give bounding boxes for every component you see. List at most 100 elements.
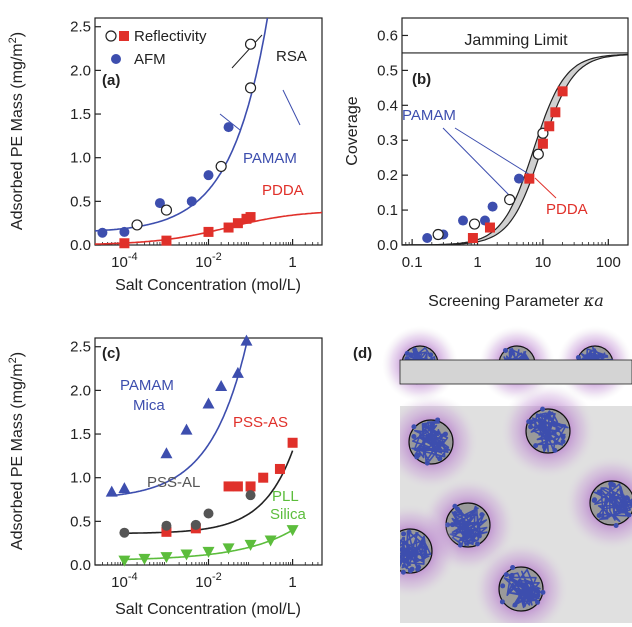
data-point	[487, 201, 498, 212]
polymer-bead	[503, 347, 509, 353]
data-point	[258, 472, 269, 483]
theory-curve-upper	[402, 53, 628, 245]
polymer-bead	[596, 489, 602, 495]
y-tick-label: 0.3	[377, 132, 398, 149]
y-axis-label-a: Adsorbed PE Mass (mg/m2)	[7, 32, 26, 230]
data-point	[202, 397, 215, 409]
data-point	[524, 173, 535, 184]
y-tick-label: 2.0	[70, 62, 91, 79]
polymer-chain	[593, 483, 632, 523]
y-tick-label: 0.0	[377, 237, 398, 254]
data-point	[138, 553, 151, 565]
polymer-bead	[552, 447, 558, 453]
polymer-bead	[476, 533, 482, 539]
top-view-particles	[400, 383, 632, 623]
data-point	[245, 481, 256, 492]
polymer-chain	[449, 505, 488, 547]
polymer-bead	[411, 424, 417, 430]
polymer-chain	[577, 346, 613, 381]
data-point	[186, 196, 197, 207]
data-point	[203, 170, 214, 181]
y-tick-label: 1.0	[70, 470, 91, 487]
polymer-bead	[575, 354, 581, 360]
jamming-label-bg	[450, 29, 582, 49]
annotation-pdda-a: PDDA	[262, 182, 304, 199]
pamam-mica-fit-curve	[111, 339, 249, 497]
polymer-bead	[409, 566, 415, 572]
polymer-bead	[535, 593, 541, 599]
data-point	[287, 437, 298, 448]
data-point	[118, 555, 131, 567]
y-tick-label: 0.5	[70, 193, 91, 210]
data-point	[215, 380, 228, 392]
panel-b: 0.00.10.20.30.40.50.60.1 1 10 100 Jamming L…	[344, 17, 629, 310]
polymer-bead	[411, 433, 417, 439]
x-axis-label-c: Salt Concentration (mol/L)	[115, 601, 301, 618]
y-axis-label-b: Coverage	[344, 96, 361, 165]
x-tick-label: 10-2	[195, 571, 221, 591]
data-point	[286, 525, 299, 537]
y-tick-label: 0.0	[70, 237, 91, 254]
data-point	[223, 222, 234, 233]
data-point	[504, 194, 516, 206]
data-point	[532, 148, 544, 160]
polymer-bead	[503, 572, 509, 578]
x-tick-label: 1	[473, 254, 481, 271]
data-point	[544, 121, 555, 132]
data-point	[202, 546, 215, 558]
polymer-bead	[435, 417, 441, 423]
data-point	[513, 173, 524, 184]
polymer-bead	[624, 495, 630, 501]
polymer-bead	[422, 423, 428, 429]
pamam-pointer-line-2	[282, 89, 301, 126]
polymer-bead	[540, 589, 546, 595]
top-view	[400, 383, 632, 623]
axis-ticks-b: 0.00.10.20.30.40.50.60.1 1 10 100	[377, 27, 629, 271]
data-point	[161, 526, 172, 537]
annotation-mica: Mica	[133, 397, 165, 414]
axis-ticks-c: 0.0 0.5 1.0 1.5 2.0 2.5 10-4 10-2 1	[70, 339, 323, 591]
data-point	[458, 215, 469, 226]
data-point	[244, 539, 257, 551]
data-point	[232, 481, 243, 492]
polymer-bead	[609, 481, 615, 487]
data-point	[105, 485, 118, 497]
y-tick-label: 0.5	[377, 62, 398, 79]
polymer-bead	[452, 503, 458, 509]
polymer-bead	[400, 569, 406, 575]
data-point	[160, 552, 173, 564]
polymer-bead	[424, 460, 430, 466]
theory-band	[402, 54, 628, 245]
data-point	[240, 334, 253, 346]
polymer-bead	[512, 602, 518, 608]
data-point	[245, 212, 256, 223]
legend-afm-label: AFM	[134, 51, 166, 68]
panel-label-b: (b)	[412, 71, 431, 88]
polymer-bead	[591, 498, 597, 504]
data-point	[203, 226, 214, 237]
data-points-b	[422, 86, 568, 244]
data-point	[467, 233, 478, 244]
polymer-bead	[526, 419, 532, 425]
theory-curve-lower	[402, 54, 628, 245]
data-point	[119, 226, 130, 237]
pamam-pointer-line	[219, 113, 241, 131]
substrate-surface	[399, 359, 632, 385]
polymer-chain	[503, 568, 541, 609]
data-point	[550, 107, 561, 118]
polymer-bead	[406, 529, 412, 535]
panel-label-d: (d)	[353, 345, 372, 362]
polymer-bead	[437, 455, 443, 461]
legend-reflectivity-label: Reflectivity	[134, 28, 207, 45]
data-point	[190, 519, 201, 530]
y-tick-label: 0.5	[70, 513, 91, 530]
data-point	[119, 238, 130, 249]
x-tick-label: 100	[596, 254, 621, 271]
data-point	[557, 86, 568, 97]
polymer-bead	[415, 566, 421, 572]
x-tick-label: 10	[535, 254, 552, 271]
data-point	[264, 535, 277, 547]
data-point	[537, 138, 548, 149]
y-tick-label: 1.5	[70, 106, 91, 123]
polymer-bead	[404, 350, 410, 356]
